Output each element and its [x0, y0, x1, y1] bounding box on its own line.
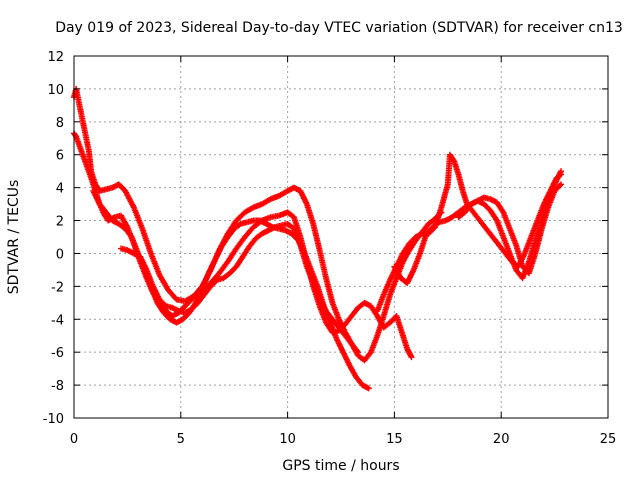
- x-tick-label: 10: [279, 432, 296, 447]
- series-track-5: [374, 151, 565, 315]
- data-point: [365, 385, 372, 392]
- series-track-7: [455, 181, 565, 277]
- series-track-4: [117, 220, 362, 356]
- x-tick-label: 5: [177, 432, 185, 447]
- data-point: [558, 168, 565, 175]
- grid-lines: [73, 55, 609, 419]
- y-tick-label: -4: [51, 313, 64, 328]
- data-points: [71, 85, 565, 392]
- data-point: [556, 182, 563, 189]
- y-tick-label: -10: [43, 412, 64, 427]
- y-tick-labels: -10 -8 -6 -4 -2 0 2 4 6 8 10 12: [43, 50, 64, 427]
- y-tick-label: 2: [56, 215, 64, 230]
- y-tick-label: -6: [51, 346, 64, 361]
- y-tick-label: 10: [47, 83, 64, 98]
- y-tick-label: 12: [47, 50, 64, 65]
- series-track-3: [90, 187, 372, 392]
- series-track-2: [71, 130, 415, 361]
- x-tick-label: 0: [70, 432, 78, 447]
- y-axis-label: SDTVAR / TECUs: [6, 180, 22, 295]
- axis-ticks: [73, 55, 609, 419]
- chart-title: Day 019 of 2023, Sidereal Day-to-day VTE…: [55, 20, 623, 36]
- y-tick-label: 8: [56, 116, 64, 131]
- data-point: [355, 349, 362, 356]
- data-point: [558, 181, 565, 188]
- x-tick-label: 20: [493, 432, 510, 447]
- series-track-6: [391, 168, 565, 287]
- y-tick-label: -8: [51, 379, 64, 394]
- x-tick-label: 15: [386, 432, 403, 447]
- x-tick-labels: 0 5 10 15 20 25: [70, 432, 616, 447]
- x-axis-label: GPS time / hours: [282, 458, 399, 474]
- y-tick-label: -2: [51, 280, 64, 295]
- y-tick-label: 0: [56, 247, 64, 262]
- data-point: [408, 354, 415, 361]
- x-tick-label: 25: [600, 432, 617, 447]
- y-tick-label: 6: [56, 149, 64, 164]
- plot-frame: [73, 55, 609, 419]
- y-tick-label: 4: [56, 182, 64, 197]
